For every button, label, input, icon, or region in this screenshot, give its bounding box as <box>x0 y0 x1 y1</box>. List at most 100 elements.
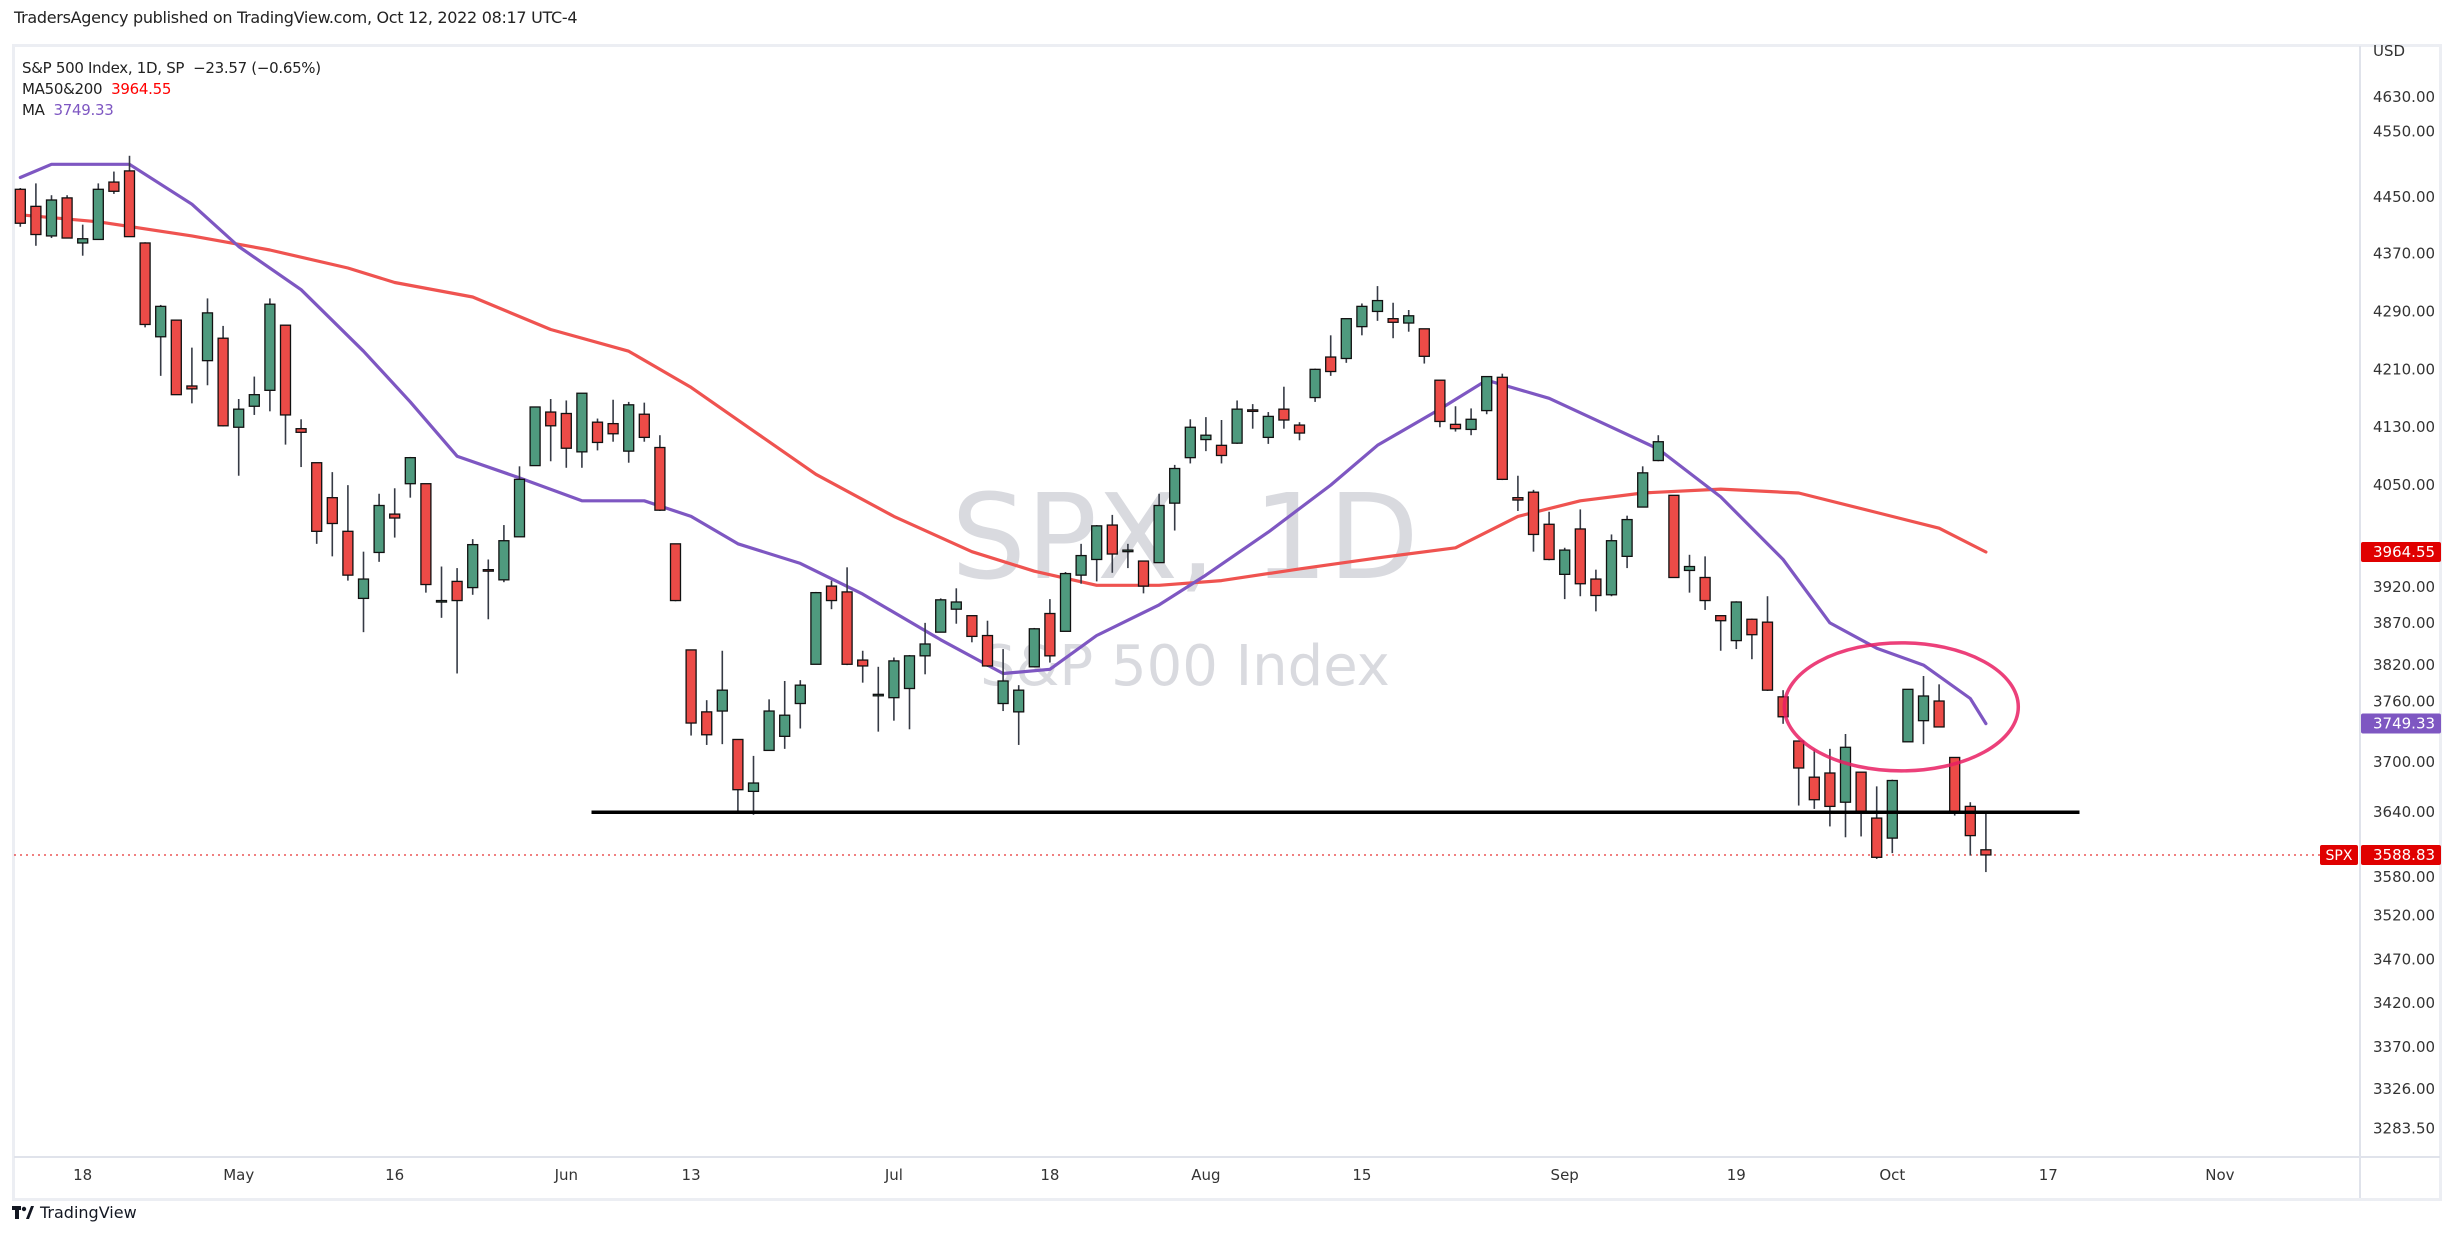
time-tick-label: May <box>223 1166 254 1184</box>
price-tick-label: 4290.00 <box>2373 302 2435 320</box>
candle-body-down <box>108 181 120 192</box>
candle <box>92 183 104 241</box>
tradingview-brand[interactable]: TradingView <box>12 1203 137 1222</box>
candle-body-up <box>716 689 728 712</box>
candle <box>1403 309 1415 332</box>
candle <box>1418 328 1430 364</box>
legend-ma1-label: MA50&200 <box>22 80 103 98</box>
candle-body-up <box>1902 688 1914 743</box>
legend-ma1-value: 3964.55 <box>111 80 172 98</box>
candle <box>935 598 947 633</box>
candle-body-down <box>966 615 978 638</box>
candle <box>1559 547 1571 600</box>
candle <box>1434 379 1446 428</box>
price-tick-label: 4210.00 <box>2373 360 2435 378</box>
candle-body-down <box>1933 700 1945 728</box>
price-tick-label: 4630.00 <box>2373 88 2435 106</box>
time-tick-label: 19 <box>1727 1166 1746 1184</box>
candle <box>810 591 822 665</box>
ma-line <box>18 162 1988 726</box>
candle-body-up <box>623 404 635 452</box>
candle-body-down <box>420 483 432 586</box>
legend-ma1-row[interactable]: MA50&200 3964.55 <box>22 79 321 100</box>
price-tick-label: 3820.00 <box>2373 656 2435 674</box>
price-badge-label: 3964.55 <box>2373 543 2435 561</box>
price-tick-label: 4550.00 <box>2373 122 2435 140</box>
candle-body-down <box>1855 771 1867 813</box>
candle-body-down <box>389 513 401 519</box>
candle <box>45 195 58 239</box>
candle <box>888 657 900 721</box>
candle <box>201 298 214 386</box>
candle-body-down <box>1434 379 1446 423</box>
candle <box>1590 569 1602 612</box>
candle-body-down <box>14 188 26 224</box>
candle <box>1527 489 1540 552</box>
candle-body-up <box>779 714 791 737</box>
candle <box>1964 802 1976 856</box>
candle-body-down <box>1512 497 1524 501</box>
candle <box>186 347 198 404</box>
candle <box>1512 475 1524 511</box>
candle <box>1293 422 1306 441</box>
candle-body-down <box>482 569 494 572</box>
candle-body-down <box>170 319 182 396</box>
time-tick-label: Jun <box>554 1166 578 1184</box>
candle <box>451 568 463 674</box>
candle <box>763 699 775 752</box>
legend-ma2-row[interactable]: MA 3749.33 <box>22 100 321 121</box>
candle <box>1231 400 1243 444</box>
ma50-200-line <box>18 213 1988 587</box>
candle <box>1122 543 1134 569</box>
time-axis[interactable]: 18 May 16 Jun 13 Jul 18 Aug 15 Sep 19 Oct 17 Nov <box>73 1166 2235 1184</box>
candle-body-down <box>1247 409 1259 413</box>
candle-body-up <box>1481 375 1493 412</box>
candle <box>1449 406 1462 432</box>
candle-body-up <box>1091 525 1103 561</box>
chart-frame <box>12 44 2442 1201</box>
candle <box>77 224 89 256</box>
watermark: SPX, 1D S&P 500 Index <box>951 468 1419 699</box>
candle-body-down <box>545 411 557 427</box>
candle <box>155 304 167 376</box>
candle-body-down <box>1808 776 1820 801</box>
candle <box>264 298 276 412</box>
candle <box>1715 615 1727 651</box>
candle <box>576 392 588 468</box>
price-tick-label: 4130.00 <box>2373 418 2435 436</box>
candle <box>123 155 136 238</box>
candle-body-down <box>1699 576 1711 602</box>
candle <box>1013 685 1025 745</box>
price-tick-label: 3370.00 <box>2373 1038 2435 1056</box>
candle <box>841 567 853 666</box>
candle-body-down <box>1418 328 1430 357</box>
candle <box>1980 811 1992 873</box>
brand-name: TradingView <box>40 1203 137 1222</box>
candle-body-down <box>981 634 994 667</box>
price-tick-label: 3640.00 <box>2373 803 2435 821</box>
candle <box>170 319 182 396</box>
candle <box>311 462 323 544</box>
time-tick-label: Nov <box>2205 1166 2234 1184</box>
price-tick-label: 3470.00 <box>2373 950 2435 968</box>
candle <box>950 588 962 624</box>
candle <box>654 435 666 511</box>
highlight-ellipse[interactable] <box>1782 641 2021 773</box>
candle-body-up <box>1465 418 1477 431</box>
candle <box>357 551 370 633</box>
candle-body-down <box>1044 612 1056 657</box>
candle <box>467 539 479 595</box>
candle-body-down <box>825 585 838 602</box>
price-badges: 3964.55 3749.33 3588.83 SPX <box>2320 542 2441 865</box>
legend-symbol-row: S&P 500 Index, 1D, SP −23.57 (−0.65%) <box>22 58 321 79</box>
candles <box>14 155 1992 873</box>
candle-body-up <box>1184 426 1196 459</box>
candle-body-down <box>1590 578 1602 597</box>
candle <box>1855 771 1867 837</box>
candle-body-down <box>1980 849 1992 856</box>
symbol-tag-bg <box>2320 844 2358 865</box>
candle-body-down <box>61 197 73 239</box>
candle-body-down <box>1215 444 1228 457</box>
price-axis[interactable]: USD 4630.00 4550.00 4450.00 4370.00 4290.00 4… <box>2373 42 2435 1137</box>
